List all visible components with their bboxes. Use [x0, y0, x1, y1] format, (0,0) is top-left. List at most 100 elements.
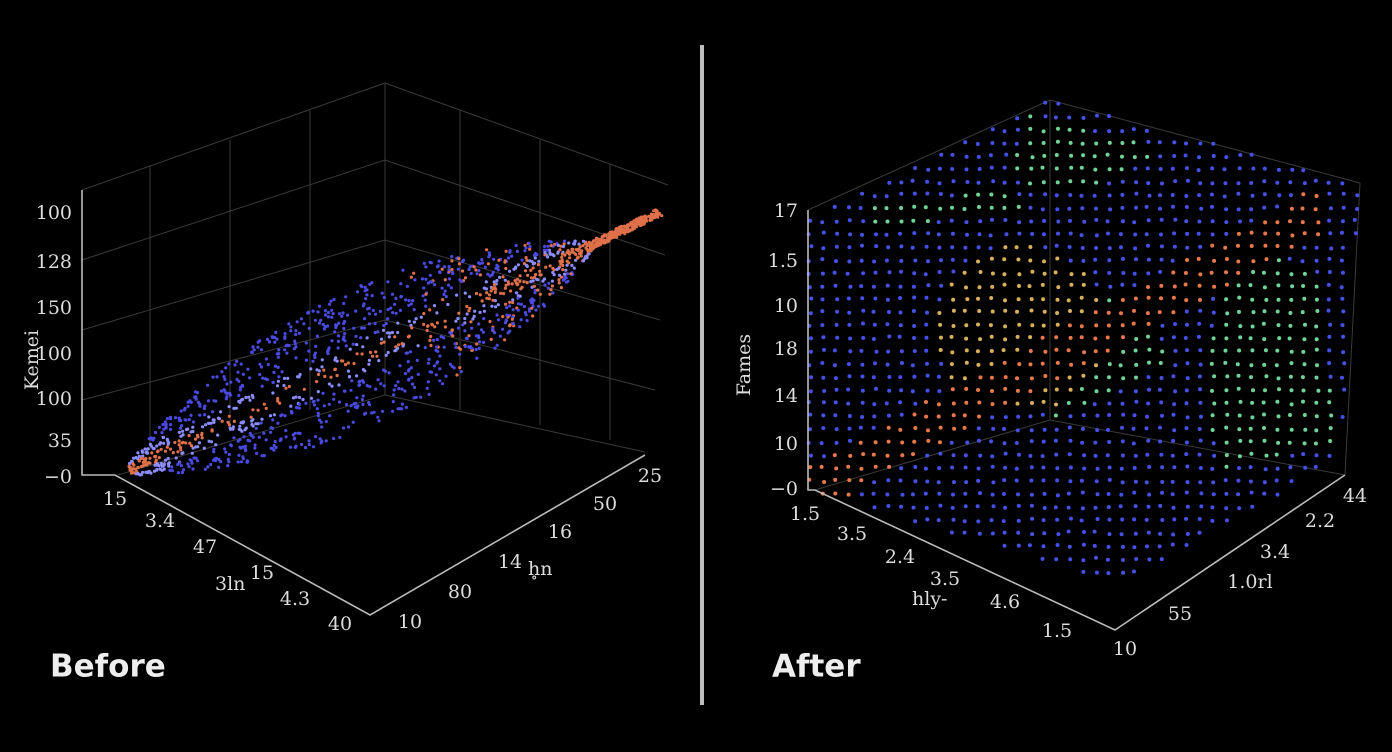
point [846, 401, 851, 406]
point [1158, 361, 1163, 365]
point [171, 451, 175, 455]
point [392, 393, 396, 397]
point [469, 271, 473, 276]
point [132, 467, 136, 471]
point [178, 426, 182, 430]
point [1313, 207, 1318, 212]
point [350, 379, 354, 383]
point [265, 337, 270, 341]
point [938, 451, 943, 456]
point [1041, 232, 1046, 237]
point [910, 245, 915, 250]
point [581, 239, 586, 243]
point [592, 239, 597, 243]
point [1016, 518, 1021, 523]
point [593, 244, 597, 248]
point [1183, 153, 1188, 158]
point [1079, 295, 1084, 300]
point [482, 286, 486, 290]
point [1159, 376, 1164, 380]
point [396, 330, 400, 335]
point [937, 466, 942, 471]
point [847, 374, 852, 379]
point [1197, 283, 1202, 288]
point [354, 309, 358, 313]
point [432, 304, 437, 308]
point [480, 299, 484, 303]
point [1159, 257, 1164, 262]
point [295, 320, 299, 324]
point [524, 256, 528, 260]
point [508, 269, 512, 273]
point [1249, 218, 1254, 223]
point [1301, 452, 1306, 457]
point [316, 414, 320, 418]
point [465, 337, 469, 341]
y-tick-label: 2.2 [1305, 510, 1335, 532]
point [1040, 207, 1045, 212]
point [177, 439, 181, 443]
point [1040, 361, 1045, 366]
point [250, 419, 254, 423]
point [457, 257, 461, 261]
point [912, 271, 917, 276]
point [871, 425, 876, 430]
point [159, 447, 163, 451]
point [964, 154, 969, 159]
point [153, 455, 157, 459]
z-tick-label: 1.5 [768, 250, 798, 272]
point [1144, 426, 1149, 431]
point [887, 310, 891, 314]
point [808, 218, 813, 223]
point [1029, 478, 1034, 483]
point [1237, 427, 1242, 432]
point [405, 284, 409, 288]
point [557, 266, 561, 270]
point [297, 375, 301, 379]
point [1107, 140, 1112, 145]
point [975, 349, 980, 354]
point [1002, 543, 1007, 548]
point [481, 340, 486, 344]
point [1145, 452, 1150, 457]
point [1197, 452, 1202, 457]
point [1132, 308, 1136, 313]
point [910, 178, 915, 183]
point [1016, 492, 1020, 497]
point [557, 278, 561, 282]
point [283, 348, 287, 352]
point [1053, 438, 1058, 443]
point [388, 331, 392, 335]
point [1106, 492, 1111, 496]
point [913, 258, 918, 263]
point [887, 334, 892, 339]
point [1055, 256, 1060, 261]
point [552, 273, 556, 277]
point [1081, 272, 1086, 276]
point [848, 453, 853, 458]
point [495, 313, 499, 317]
point [913, 465, 918, 469]
point [1093, 349, 1098, 354]
point [278, 401, 282, 405]
point [1042, 309, 1047, 314]
point [1002, 205, 1007, 210]
point [1094, 298, 1099, 302]
point [965, 440, 970, 445]
point [429, 334, 433, 339]
point [329, 299, 333, 303]
point [361, 394, 365, 398]
point [886, 478, 891, 483]
point [347, 375, 352, 379]
point [1262, 285, 1267, 290]
point [1082, 453, 1087, 458]
point [1106, 571, 1111, 576]
point [898, 400, 903, 405]
point [236, 460, 240, 464]
point [478, 293, 482, 297]
point [861, 321, 865, 326]
point [1341, 334, 1346, 339]
point [1327, 218, 1332, 223]
point [1288, 180, 1293, 185]
point [1210, 428, 1215, 432]
